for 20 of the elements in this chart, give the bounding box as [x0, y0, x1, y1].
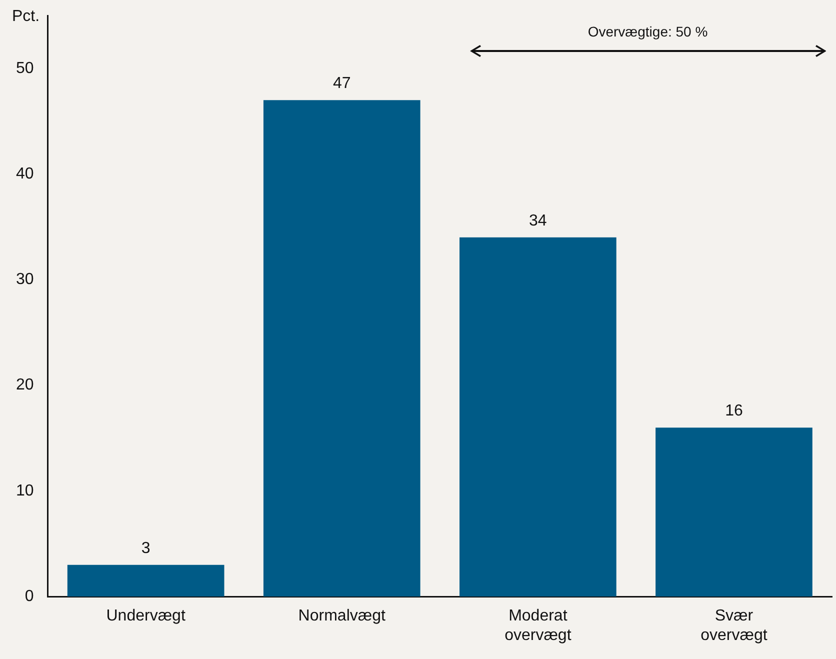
- annotation: Overvægtige: 50 %: [588, 24, 708, 40]
- y-tick-label: 20: [16, 376, 34, 394]
- y-tick-label: 0: [24, 588, 34, 606]
- data-label: 3: [141, 540, 150, 557]
- x-tick-label: Normalvægt: [298, 608, 386, 625]
- bar: [460, 237, 616, 597]
- y-tick-label: 40: [16, 165, 34, 182]
- y-tick-label: 30: [16, 271, 34, 288]
- data-label: 47: [332, 75, 351, 92]
- data-label: 34: [529, 212, 547, 230]
- y-axis-title: Pct.: [12, 8, 40, 26]
- x-tick-label: Undervægt: [106, 608, 186, 625]
- bar: [656, 428, 812, 597]
- x-tick-label: Moderat overvægt: [504, 608, 572, 644]
- x-tick-label: Svær overvægt: [700, 608, 768, 644]
- bar: [263, 100, 420, 597]
- y-tick-label: 10: [16, 482, 34, 500]
- bar: [67, 564, 224, 597]
- data-label: 16: [725, 402, 743, 420]
- y-tick-label: 50: [16, 60, 34, 77]
